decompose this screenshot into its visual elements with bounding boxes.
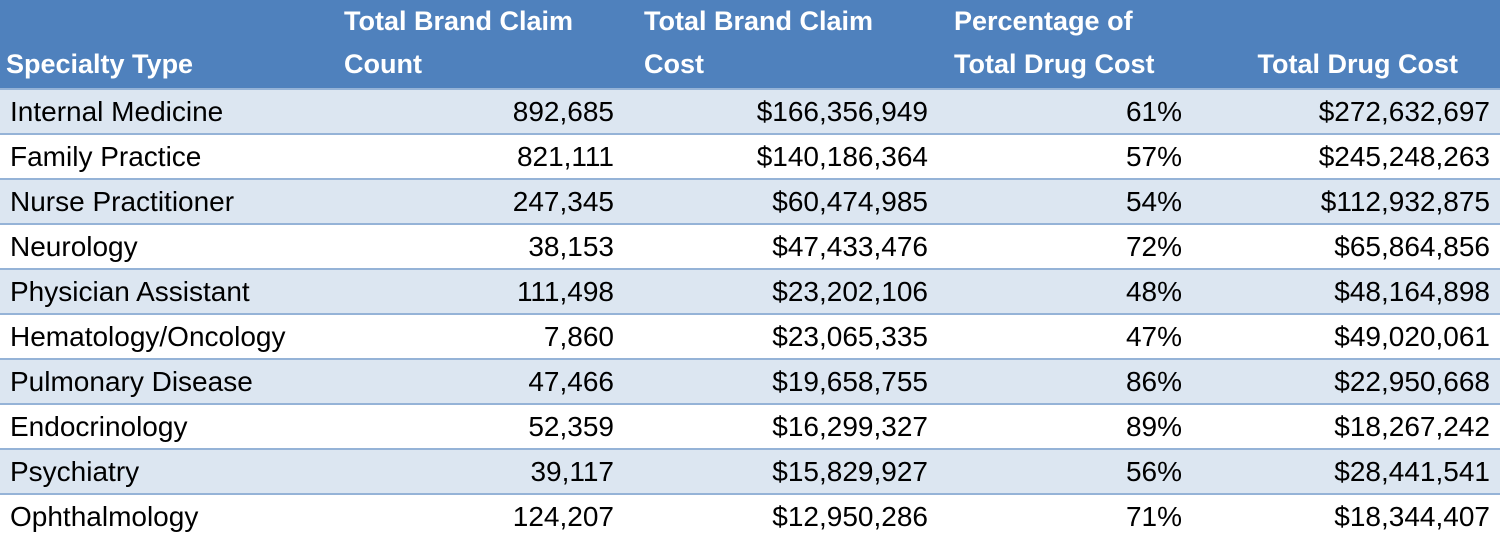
cell-total-drug-cost: $272,632,697 <box>1208 88 1500 134</box>
cell-total-drug-cost: $28,441,541 <box>1208 448 1500 494</box>
header-total-drug-cost: Total Drug Cost <box>1208 0 1500 89</box>
cell-brand-claim-count: 39,117 <box>330 448 630 494</box>
cell-specialty-type: Endocrinology <box>0 403 330 449</box>
table-row: Ophthalmology 124,207 $12,950,286 71% $18,34… <box>0 493 1500 538</box>
table-row: Pulmonary Disease 47,466 $19,658,755 86% $22… <box>0 358 1500 404</box>
cell-total-drug-cost: $18,267,242 <box>1208 403 1500 449</box>
cell-percentage: 54% <box>940 178 1208 224</box>
cell-total-drug-cost: $49,020,061 <box>1208 313 1500 359</box>
header-specialty-type: Specialty Type <box>0 0 330 89</box>
cell-brand-claim-count: 821,111 <box>330 133 630 179</box>
cell-percentage: 89% <box>940 403 1208 449</box>
cell-percentage: 57% <box>940 133 1208 179</box>
table-row: Internal Medicine 892,685 $166,356,949 61% $… <box>0 88 1500 134</box>
cell-total-drug-cost: $18,344,407 <box>1208 493 1500 538</box>
header-percentage-total-drug-cost: Percentage of Total Drug Cost <box>940 0 1208 89</box>
cell-specialty-type: Psychiatry <box>0 448 330 494</box>
table-row: Neurology 38,153 $47,433,476 72% $65,864,856 <box>0 223 1500 269</box>
table-row: Nurse Practitioner 247,345 $60,474,985 54% $… <box>0 178 1500 224</box>
cell-total-drug-cost: $112,932,875 <box>1208 178 1500 224</box>
cell-brand-claim-count: 7,860 <box>330 313 630 359</box>
table-header: Specialty Type Total Brand Claim Count T… <box>0 0 1500 89</box>
cell-specialty-type: Pulmonary Disease <box>0 358 330 404</box>
cell-brand-claim-cost: $60,474,985 <box>630 178 940 224</box>
cell-brand-claim-cost: $23,202,106 <box>630 268 940 314</box>
cell-percentage: 72% <box>940 223 1208 269</box>
cell-brand-claim-cost: $23,065,335 <box>630 313 940 359</box>
cell-brand-claim-count: 38,153 <box>330 223 630 269</box>
cell-specialty-type: Neurology <box>0 223 330 269</box>
cell-percentage: 61% <box>940 88 1208 134</box>
cell-percentage: 71% <box>940 493 1208 538</box>
cell-total-drug-cost: $245,248,263 <box>1208 133 1500 179</box>
table-row: Psychiatry 39,117 $15,829,927 56% $28,441,54… <box>0 448 1500 494</box>
cell-total-drug-cost: $65,864,856 <box>1208 223 1500 269</box>
table-row: Physician Assistant 111,498 $23,202,106 48%… <box>0 268 1500 314</box>
cell-total-drug-cost: $48,164,898 <box>1208 268 1500 314</box>
cell-brand-claim-count: 892,685 <box>330 88 630 134</box>
cell-brand-claim-cost: $47,433,476 <box>630 223 940 269</box>
table-row: Hematology/Oncology 7,860 $23,065,335 47% $4… <box>0 313 1500 359</box>
cell-specialty-type: Hematology/Oncology <box>0 313 330 359</box>
cell-brand-claim-count: 111,498 <box>330 268 630 314</box>
cell-specialty-type: Physician Assistant <box>0 268 330 314</box>
cell-brand-claim-cost: $16,299,327 <box>630 403 940 449</box>
cell-specialty-type: Internal Medicine <box>0 88 330 134</box>
cell-specialty-type: Family Practice <box>0 133 330 179</box>
table-row: Endocrinology 52,359 $16,299,327 89% $18,267… <box>0 403 1500 449</box>
cell-percentage: 48% <box>940 268 1208 314</box>
cell-percentage: 56% <box>940 448 1208 494</box>
cell-brand-claim-count: 47,466 <box>330 358 630 404</box>
cell-brand-claim-cost: $15,829,927 <box>630 448 940 494</box>
table-body: Internal Medicine 892,685 $166,356,949 61% $… <box>0 88 1500 538</box>
cell-specialty-type: Nurse Practitioner <box>0 178 330 224</box>
header-brand-claim-count: Total Brand Claim Count <box>330 0 630 89</box>
table-row: Family Practice 821,111 $140,186,364 57% $24… <box>0 133 1500 179</box>
cell-percentage: 47% <box>940 313 1208 359</box>
cell-brand-claim-count: 247,345 <box>330 178 630 224</box>
cell-brand-claim-cost: $19,658,755 <box>630 358 940 404</box>
cell-brand-claim-count: 124,207 <box>330 493 630 538</box>
cell-total-drug-cost: $22,950,668 <box>1208 358 1500 404</box>
cell-brand-claim-cost: $140,186,364 <box>630 133 940 179</box>
cell-brand-claim-cost: $12,950,286 <box>630 493 940 538</box>
header-row: Specialty Type Total Brand Claim Count T… <box>0 0 1500 89</box>
cell-brand-claim-cost: $166,356,949 <box>630 88 940 134</box>
cell-specialty-type: Ophthalmology <box>0 493 330 538</box>
cell-brand-claim-count: 52,359 <box>330 403 630 449</box>
cell-percentage: 86% <box>940 358 1208 404</box>
header-brand-claim-cost: Total Brand Claim Cost <box>630 0 940 89</box>
